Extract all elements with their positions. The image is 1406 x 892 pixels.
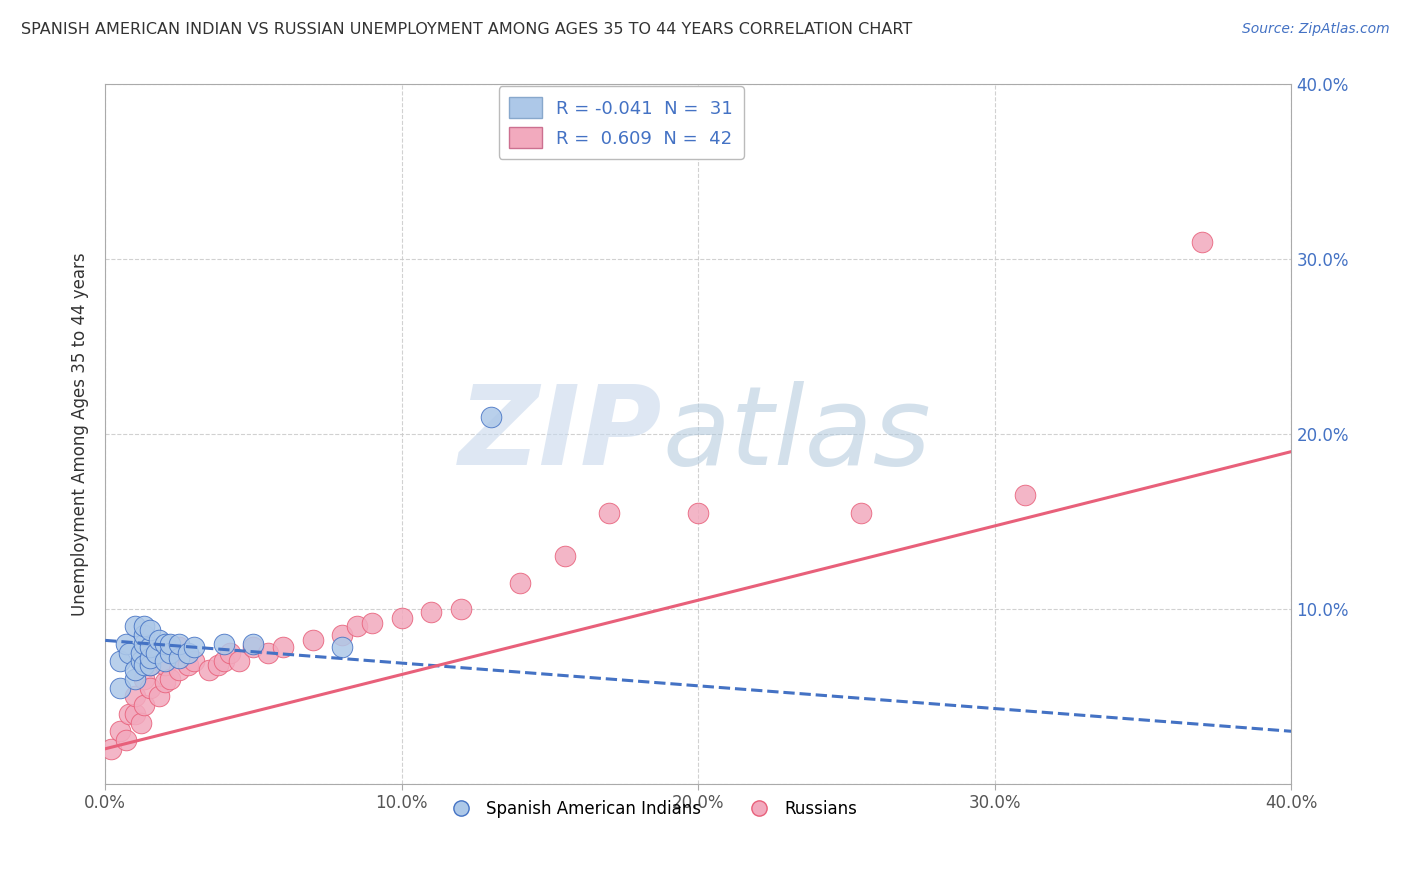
Point (554, 549, 576, 564)
Point (148, 633, 170, 648)
Point (228, 654, 250, 668)
Point (132, 698, 155, 712)
Point (124, 690, 146, 704)
Point (169, 651, 191, 665)
Point (124, 672, 146, 686)
Point (346, 619, 368, 633)
Point (332, 628, 354, 642)
Point (153, 675, 176, 690)
Point (159, 672, 181, 686)
Point (124, 706, 146, 721)
Point (198, 663, 221, 677)
Point (177, 657, 200, 672)
Point (420, 606, 443, 620)
Point (118, 706, 141, 721)
Point (257, 646, 280, 660)
Point (132, 637, 155, 651)
Point (138, 681, 160, 695)
Point (115, 637, 138, 651)
Point (153, 654, 176, 668)
Point (301, 633, 323, 648)
Text: Source: ZipAtlas.com: Source: ZipAtlas.com (1241, 22, 1389, 37)
Point (108, 681, 131, 695)
Point (242, 640, 264, 655)
Point (138, 623, 160, 637)
Point (183, 640, 205, 655)
Point (138, 657, 160, 672)
Text: atlas: atlas (662, 381, 931, 488)
Point (177, 646, 200, 660)
Point (132, 672, 155, 686)
Legend: Spanish American Indians, Russians: Spanish American Indians, Russians (437, 793, 865, 824)
Point (242, 637, 264, 651)
Point (138, 651, 160, 665)
Point (169, 640, 191, 655)
Point (391, 610, 413, 624)
Point (271, 640, 294, 655)
Point (162, 646, 184, 660)
Point (212, 654, 235, 668)
Point (218, 646, 240, 660)
Y-axis label: Unemployment Among Ages 35 to 44 years: Unemployment Among Ages 35 to 44 years (72, 252, 89, 615)
Point (129, 646, 152, 660)
Point (129, 654, 152, 668)
Text: ZIP: ZIP (460, 381, 662, 488)
Point (145, 646, 167, 660)
Point (159, 637, 181, 651)
Point (132, 619, 155, 633)
Point (207, 657, 229, 672)
Point (132, 628, 155, 642)
Point (450, 602, 472, 616)
Point (138, 657, 160, 672)
Point (212, 637, 235, 651)
Point (153, 637, 176, 651)
Point (124, 619, 146, 633)
Point (509, 575, 531, 590)
Point (148, 690, 170, 704)
Point (1014, 488, 1036, 502)
Point (159, 646, 181, 660)
Point (100, 741, 122, 756)
Point (108, 724, 131, 739)
Point (108, 654, 131, 668)
Point (688, 506, 710, 520)
Point (183, 654, 205, 668)
Point (598, 506, 620, 520)
Point (479, 409, 502, 424)
Point (361, 615, 384, 630)
Point (851, 506, 873, 520)
Point (124, 663, 146, 677)
Point (138, 640, 160, 655)
Point (132, 657, 155, 672)
Text: SPANISH AMERICAN INDIAN VS RUSSIAN UNEMPLOYMENT AMONG AGES 35 TO 44 YEARS CORREL: SPANISH AMERICAN INDIAN VS RUSSIAN UNEMP… (21, 22, 912, 37)
Point (115, 733, 138, 747)
Point (169, 637, 191, 651)
Point (169, 663, 191, 677)
Point (1191, 235, 1213, 249)
Point (153, 657, 176, 672)
Point (118, 646, 141, 660)
Point (332, 640, 354, 655)
Point (129, 715, 152, 730)
